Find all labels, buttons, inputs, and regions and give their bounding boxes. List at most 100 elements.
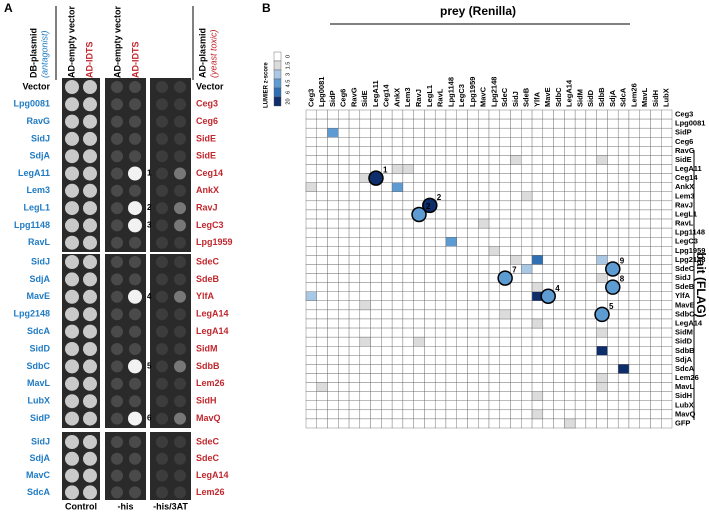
cell xyxy=(488,373,500,383)
cell xyxy=(391,282,404,292)
cell xyxy=(531,127,544,138)
cell xyxy=(316,318,328,329)
row-label: GFP xyxy=(675,418,690,427)
cell xyxy=(531,191,544,202)
cell xyxy=(510,391,522,401)
cell xyxy=(661,318,673,329)
cell xyxy=(305,191,317,202)
heat-cell xyxy=(316,382,328,392)
cell xyxy=(499,164,511,174)
cell xyxy=(338,209,350,220)
cell xyxy=(402,264,414,274)
cell xyxy=(574,218,587,229)
cell xyxy=(445,382,457,392)
cell xyxy=(305,164,317,174)
cell xyxy=(424,182,436,192)
cell xyxy=(585,382,597,392)
cell xyxy=(510,209,522,220)
cell xyxy=(607,155,619,165)
bait-title: bait (FLAG) xyxy=(694,252,708,317)
cell xyxy=(553,391,565,401)
cell xyxy=(564,327,576,338)
hit-number: 2 xyxy=(437,193,442,202)
column-label: LegA14 xyxy=(565,79,574,107)
cell xyxy=(574,355,587,365)
cell xyxy=(338,346,350,356)
row-label: Ceg6 xyxy=(675,137,693,146)
cell xyxy=(316,364,328,374)
cell xyxy=(639,127,651,138)
heat-cell xyxy=(521,191,533,202)
cell xyxy=(370,327,382,338)
cell xyxy=(564,118,576,129)
cell xyxy=(574,109,587,120)
column-label: SdeC xyxy=(500,87,509,107)
cell xyxy=(628,227,640,238)
cell xyxy=(434,373,447,383)
cell xyxy=(391,155,404,165)
cell xyxy=(531,418,544,429)
cell xyxy=(553,355,565,365)
cell xyxy=(467,318,479,329)
cell xyxy=(574,309,587,320)
cell xyxy=(359,391,371,401)
cell xyxy=(413,191,425,202)
cell xyxy=(574,137,587,147)
cell xyxy=(585,418,597,429)
cell xyxy=(574,118,587,129)
cell xyxy=(521,227,533,238)
cell xyxy=(521,173,533,183)
cell xyxy=(596,409,608,420)
cell xyxy=(424,146,436,156)
cell xyxy=(316,291,328,302)
cell xyxy=(381,137,393,147)
row-label: SdeB xyxy=(675,282,695,291)
cell xyxy=(542,355,554,365)
cell xyxy=(553,346,565,356)
heat-cell xyxy=(531,282,544,292)
hit-circle xyxy=(497,270,513,286)
spot xyxy=(111,98,123,111)
cell xyxy=(574,182,587,192)
heat-cell xyxy=(413,336,425,347)
cell xyxy=(370,273,382,283)
spot xyxy=(174,469,186,482)
cell xyxy=(402,391,414,401)
cell xyxy=(467,373,479,383)
cell xyxy=(661,282,673,292)
heat-cell xyxy=(402,164,414,174)
cell xyxy=(499,109,511,120)
cell xyxy=(596,200,608,211)
cell xyxy=(327,118,339,129)
cell xyxy=(456,109,468,120)
cell xyxy=(650,282,662,292)
hit-circle xyxy=(605,279,621,295)
cell xyxy=(305,346,317,356)
heat-cell xyxy=(596,255,608,265)
hit-circle xyxy=(422,197,438,214)
cell xyxy=(661,137,673,147)
row-label: SdeC xyxy=(675,264,695,273)
spot-number: 2 xyxy=(147,203,152,212)
heat-cell xyxy=(564,418,576,429)
heat-cell xyxy=(521,264,533,274)
cell xyxy=(499,118,511,129)
cell xyxy=(617,200,630,211)
cell xyxy=(305,127,317,138)
cell xyxy=(327,409,339,420)
cell xyxy=(391,327,404,338)
cell xyxy=(650,373,662,383)
cell xyxy=(488,146,500,156)
cell xyxy=(305,155,317,165)
cell xyxy=(327,264,339,274)
cell xyxy=(413,282,425,292)
cell xyxy=(639,173,651,183)
cell xyxy=(467,300,479,311)
cell xyxy=(402,273,414,283)
cell xyxy=(402,218,414,229)
cell xyxy=(628,391,640,401)
cell xyxy=(445,282,457,292)
cell xyxy=(348,400,361,411)
cell xyxy=(639,118,651,129)
cell xyxy=(434,218,447,229)
